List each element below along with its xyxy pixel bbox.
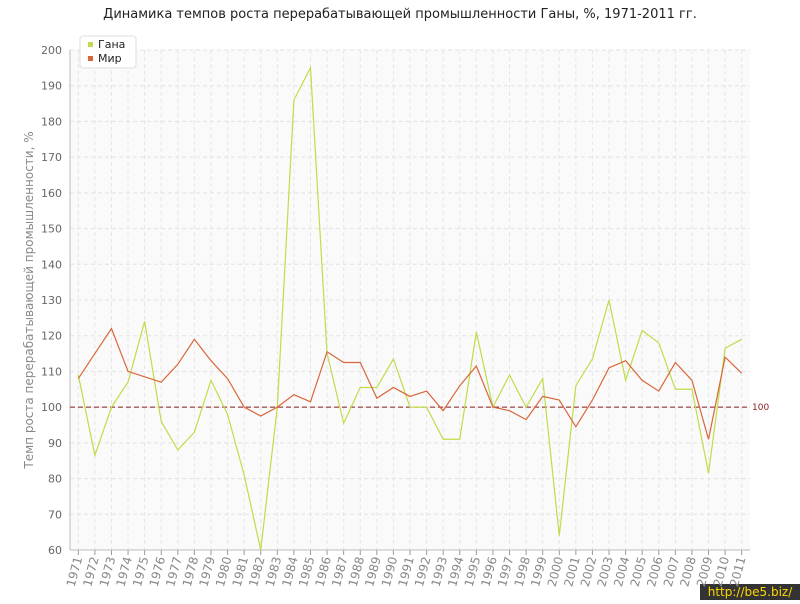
chart-title: Динамика темпов роста перерабатывающей п…: [103, 7, 697, 22]
y-tick-label: 140: [41, 258, 62, 271]
series-line: [77, 327, 743, 440]
y-tick-label: 200: [41, 44, 62, 57]
y-tick-label: 110: [41, 365, 62, 378]
y-tick-label: 120: [41, 330, 62, 343]
y-tick-label: 100: [41, 401, 62, 414]
y-tick-label: 160: [41, 187, 62, 200]
legend-label: Гана: [98, 38, 125, 51]
y-tick-label: 150: [41, 223, 62, 236]
watermark: http://be5.biz/: [708, 585, 793, 599]
y-tick-label: 190: [41, 80, 62, 93]
y-tick-label: 130: [41, 294, 62, 307]
legend-swatch: [88, 56, 93, 61]
legend-label: Мир: [98, 52, 122, 65]
y-tick-label: 170: [41, 151, 62, 164]
series-line: [77, 65, 742, 551]
y-axis-label: Темп роста перерабатывающей промышленнос…: [22, 131, 36, 469]
watermark-bg: [700, 584, 800, 600]
y-tick-label: 80: [48, 473, 62, 486]
y-tick-label: 180: [41, 115, 62, 128]
y-tick-label: 60: [48, 544, 62, 557]
y-tick-label: 70: [48, 508, 62, 521]
reference-label: 100: [752, 403, 769, 413]
y-tick-label: 90: [48, 437, 62, 450]
legend-swatch: [88, 42, 93, 47]
legend-box: [79, 35, 137, 69]
